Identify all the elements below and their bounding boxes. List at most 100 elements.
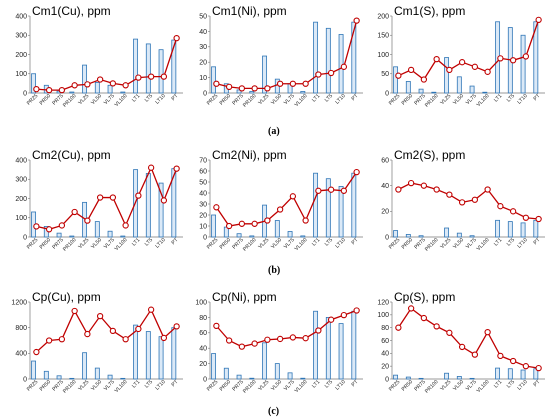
y-tick-label: 200 (15, 196, 27, 203)
line-point (289, 80, 297, 87)
series-line (216, 20, 358, 90)
line-point (225, 337, 233, 344)
x-tick-label: PR50 (219, 237, 232, 250)
bar (236, 374, 242, 380)
bar (325, 27, 331, 94)
bar (82, 64, 88, 94)
x-tick-label: VL50 (90, 237, 103, 250)
bar (351, 172, 357, 238)
bar (94, 367, 100, 380)
bar (120, 91, 126, 94)
bar (300, 235, 306, 238)
bar (107, 84, 113, 94)
line-point (302, 217, 309, 224)
bar (418, 88, 424, 94)
line-point (446, 66, 453, 74)
x-tick-label: VL50 (452, 379, 465, 392)
line-point (471, 351, 479, 358)
x-tick-label: LT1 (493, 237, 503, 247)
x-tick-label: VL100 (114, 379, 129, 394)
line-point (45, 86, 53, 94)
x-tick-label: VL25 (77, 379, 90, 392)
x-tick-label: LT10 (516, 379, 528, 391)
bar (274, 220, 280, 238)
line-point (264, 336, 271, 343)
bar (418, 377, 424, 380)
line-point (45, 226, 53, 233)
y-tick-label: 30 (199, 201, 207, 208)
line-point (497, 55, 504, 62)
panel-title: Cm2(S), ppm (394, 148, 465, 162)
x-tick-label: LT10 (334, 379, 346, 391)
line-point (173, 34, 180, 42)
line-point (147, 73, 155, 80)
bar (431, 91, 437, 94)
x-tick-label: PR100 (62, 237, 78, 253)
line-point (276, 335, 284, 343)
bar (211, 214, 217, 238)
row-label-c: (c) (268, 406, 280, 417)
x-tick-label: VL25 (257, 237, 270, 250)
x-tick-label: VL100 (114, 237, 129, 252)
line-point (109, 80, 117, 87)
line-point (147, 164, 155, 171)
line-point (353, 307, 360, 314)
x-tick-label: VL50 (270, 93, 283, 106)
x-tick-label: LT1 (493, 379, 503, 389)
line-point (173, 165, 180, 172)
bar (287, 231, 293, 238)
bar (444, 372, 450, 380)
bar (469, 85, 475, 94)
y-tick-label: 0 (23, 234, 27, 241)
x-tick-label: PR100 (242, 93, 258, 109)
x-tick-label: VL100 (294, 237, 309, 252)
line-point (122, 222, 129, 229)
x-tick-label: PR50 (219, 379, 232, 392)
y-tick-label: 0 (385, 90, 389, 97)
line-point (395, 186, 402, 193)
line-point (58, 336, 66, 343)
y-tick-label: 40 (199, 29, 207, 36)
y-tick-label: 150 (377, 33, 389, 40)
line-point (327, 186, 335, 193)
y-tick-label: 20 (199, 212, 207, 219)
x-tick-label: VL25 (439, 379, 452, 392)
line-point (109, 194, 117, 201)
x-tick-label: LT5 (144, 379, 154, 389)
x-tick-label: PR100 (62, 93, 78, 109)
y-tick-label: 80 (199, 315, 207, 322)
y-tick-label: 100 (377, 312, 389, 319)
bar (495, 367, 501, 380)
x-tick-label: LT1 (131, 237, 141, 247)
bar (69, 377, 75, 380)
x-tick-label: LT5 (324, 379, 334, 389)
y-tick-label: 60 (199, 168, 207, 175)
bar (456, 76, 462, 94)
x-tick-label: PR50 (401, 93, 414, 106)
y-tick-label: 50 (199, 179, 207, 186)
x-tick-label: PR100 (424, 93, 440, 109)
line-point (122, 82, 129, 89)
x-tick-label: PT (351, 93, 361, 103)
x-tick-label: PR50 (39, 93, 52, 106)
bar (393, 230, 399, 238)
panel-title: Cm2(Cu), ppm (32, 148, 111, 162)
line-point (458, 343, 466, 351)
y-tick-label: 0 (23, 90, 27, 97)
bar (533, 21, 539, 94)
line-point (160, 197, 168, 204)
x-tick-label: PT (171, 93, 181, 103)
bar (325, 178, 331, 238)
bar (338, 323, 344, 380)
x-tick-label: VL25 (257, 93, 270, 106)
bar (43, 370, 49, 380)
x-tick-label: PR100 (242, 237, 258, 253)
y-tick-label: 50 (199, 13, 207, 20)
x-tick-label: LT1 (311, 237, 321, 247)
x-tick-label: LT1 (311, 93, 321, 103)
y-tick-label: 100 (377, 52, 389, 59)
